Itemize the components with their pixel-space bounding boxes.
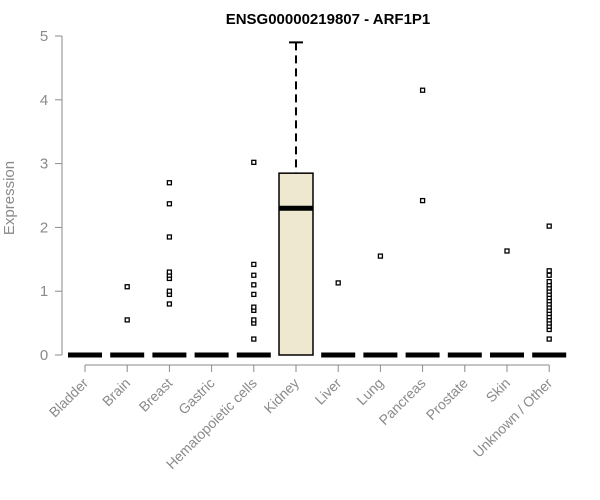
outlier-point <box>251 336 257 342</box>
y-tick-label: 3 <box>40 156 48 173</box>
box-hematopoietic-cells <box>236 159 271 358</box>
outlier-point <box>251 272 257 278</box>
y-tick-label: 0 <box>40 347 48 364</box>
outlier-point <box>335 280 341 286</box>
outlier-point <box>377 253 384 259</box>
y-axis: 0 1 2 3 4 5 <box>40 28 63 364</box>
box-brain <box>110 284 145 358</box>
x-tick-label: Breast <box>136 375 176 415</box>
x-tick-label: Kidney <box>261 375 303 417</box>
x-tick-label: Unknown / Other <box>470 375 556 461</box>
outlier-point <box>166 269 173 275</box>
box-breast <box>152 180 187 358</box>
y-tick-label: 4 <box>40 92 48 109</box>
outlier-point <box>251 291 257 298</box>
box-unknown-other <box>532 223 567 358</box>
outlier-point <box>166 234 173 240</box>
outlier-point <box>251 159 257 165</box>
box-iqr <box>278 172 314 356</box>
outlier-point <box>419 87 426 93</box>
outlier-point <box>166 301 173 307</box>
outlier-point <box>124 317 130 323</box>
x-tick-label: Prostate <box>423 375 471 423</box>
x-tick-label: Lung <box>353 375 386 408</box>
x-tick-label: Skin <box>483 375 514 406</box>
x-tick-label: Bladder <box>46 375 92 421</box>
outlier-point <box>546 268 552 274</box>
outlier-point <box>546 223 552 229</box>
chart-title: ENSG00000219807 - ARF1P1 <box>226 11 431 28</box>
x-tick-label: Brain <box>99 375 133 409</box>
outlier-point <box>251 261 257 268</box>
outlier-point <box>419 197 426 204</box>
y-tick-label: 2 <box>40 219 48 236</box>
outlier-point <box>251 317 257 323</box>
outlier-point <box>546 278 552 285</box>
outlier-point <box>504 248 510 254</box>
outlier-point <box>166 180 173 186</box>
outlier-point <box>546 272 552 278</box>
y-tick-label: 1 <box>40 283 48 300</box>
outlier-point <box>166 288 173 294</box>
box-pancreas <box>405 87 440 358</box>
x-tick-label: Pancreas <box>376 375 429 428</box>
y-axis-label: Expression <box>1 161 18 235</box>
x-tick-label: Liver <box>312 375 345 408</box>
outlier-point <box>166 201 173 207</box>
box-liver <box>321 280 356 358</box>
box-series <box>68 41 567 358</box>
box-lung <box>363 253 398 358</box>
outlier-point <box>251 282 257 288</box>
y-tick-label: 5 <box>40 28 48 45</box>
outlier-point <box>251 304 257 310</box>
box-skin <box>490 248 524 358</box>
outlier-point <box>124 284 130 290</box>
box-kidney <box>278 41 314 356</box>
outlier-point <box>546 336 552 342</box>
